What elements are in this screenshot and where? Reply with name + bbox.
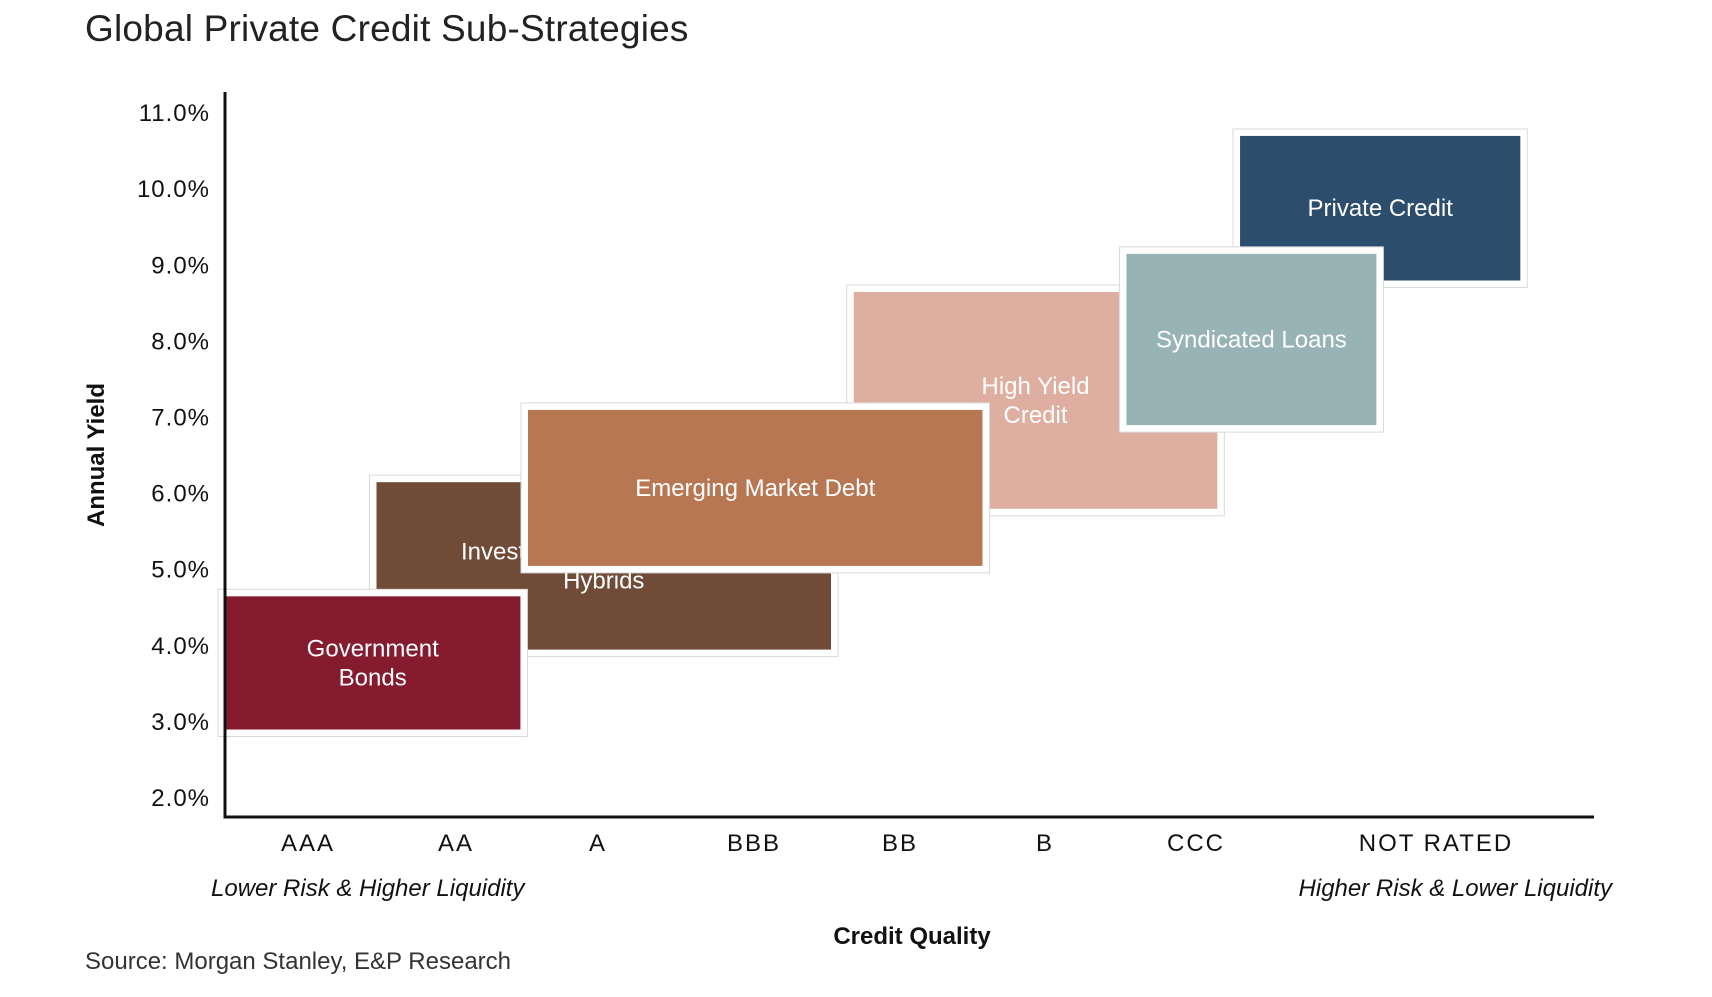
x-category-label: AA (438, 830, 474, 857)
box-label: Private Credit (1307, 195, 1453, 222)
x-category-label: AAA (281, 830, 335, 857)
x-category-label: B (1036, 830, 1054, 857)
y-tick-label: 2.0% (151, 785, 210, 812)
x-note-right: Higher Risk & Lower Liquidity (1299, 875, 1614, 902)
source-note: Source: Morgan Stanley, E&P Research (85, 948, 511, 975)
box-label: Bonds (339, 664, 407, 691)
box-syndicated-loans: Syndicated Loans (1118, 246, 1384, 433)
y-tick-label: 7.0% (151, 405, 210, 432)
y-tick-label: 6.0% (151, 481, 210, 508)
x-category-label: NOT RATED (1359, 830, 1513, 857)
x-axis-title: Credit Quality (833, 923, 991, 950)
box-emerging-market-debt: Emerging Market Debt (520, 402, 990, 574)
y-tick-label: 5.0% (151, 557, 210, 584)
x-category-label: A (589, 830, 607, 857)
x-category-label: BB (882, 830, 918, 857)
y-tick-labels: 2.0% 3.0% 4.0% 5.0% 6.0% 7.0% 8.0% 9.0% 10.0% 11.… (137, 100, 210, 812)
x-category-label: BBB (727, 830, 781, 857)
y-tick-label: 3.0% (151, 709, 210, 736)
box-label: Emerging Market Debt (635, 475, 875, 502)
y-tick-label: 9.0% (151, 252, 210, 279)
y-tick-label: 8.0% (151, 328, 210, 355)
box-fill (225, 596, 521, 730)
box-fill (1126, 253, 1377, 426)
x-category-labels: AAA AA A BBB BB B CCC NOT RATED (281, 830, 1513, 857)
chart-title: Global Private Credit Sub-Strategies (85, 8, 689, 49)
y-tick-label: 4.0% (151, 633, 210, 660)
box-fill (528, 409, 983, 566)
y-axis-title: Annual Yield (83, 383, 110, 527)
y-tick-label: 11.0% (139, 100, 210, 127)
box-label: High Yield (981, 373, 1089, 400)
box-label: Credit (1004, 402, 1068, 429)
x-category-label: CCC (1167, 830, 1225, 857)
box-label: Syndicated Loans (1156, 326, 1347, 353)
x-note-left: Lower Risk & Higher Liquidity (211, 875, 526, 902)
box-private-credit: Private Credit (1232, 128, 1528, 289)
box-label: Government (307, 635, 439, 662)
y-tick-label: 10.0% (137, 176, 210, 203)
